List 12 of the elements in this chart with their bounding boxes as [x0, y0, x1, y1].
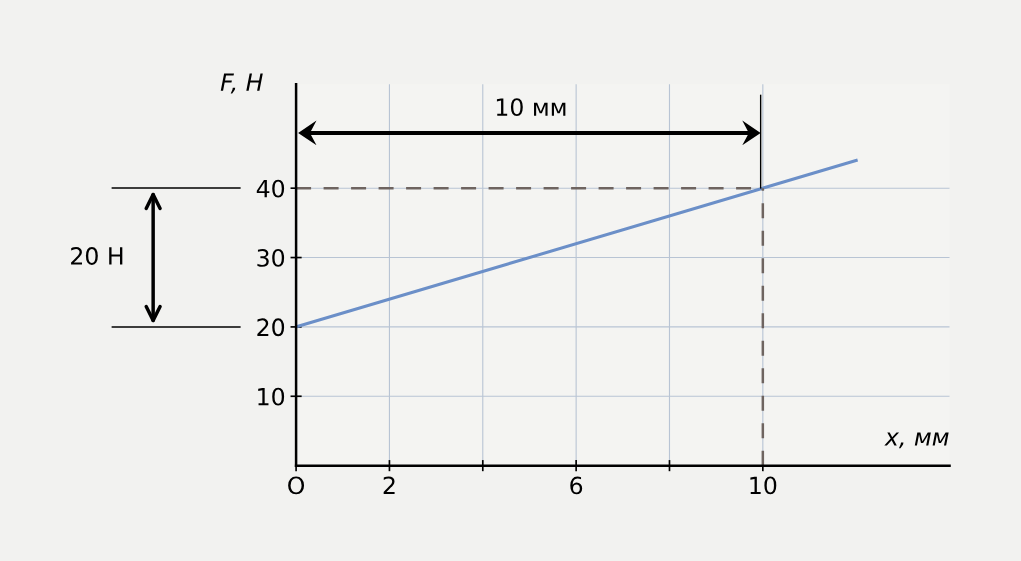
x-tick-label: 10 [750, 476, 777, 495]
x-tick-label: 2 [383, 476, 395, 494]
y-tick-label: 10 [258, 387, 285, 406]
y-tick-label: 30 [257, 249, 285, 267]
y-tick-label: 20 [257, 318, 285, 337]
x-axis-title: x, мм [884, 432, 949, 449]
y-axis-title: F, Н [220, 73, 263, 94]
y-tick-label: 40 [256, 179, 285, 198]
x-tick-label: O [288, 476, 305, 495]
annotation: 10 мм [496, 98, 566, 117]
text: 20 Н [71, 247, 123, 265]
x-tick-label: 6 [570, 476, 583, 495]
